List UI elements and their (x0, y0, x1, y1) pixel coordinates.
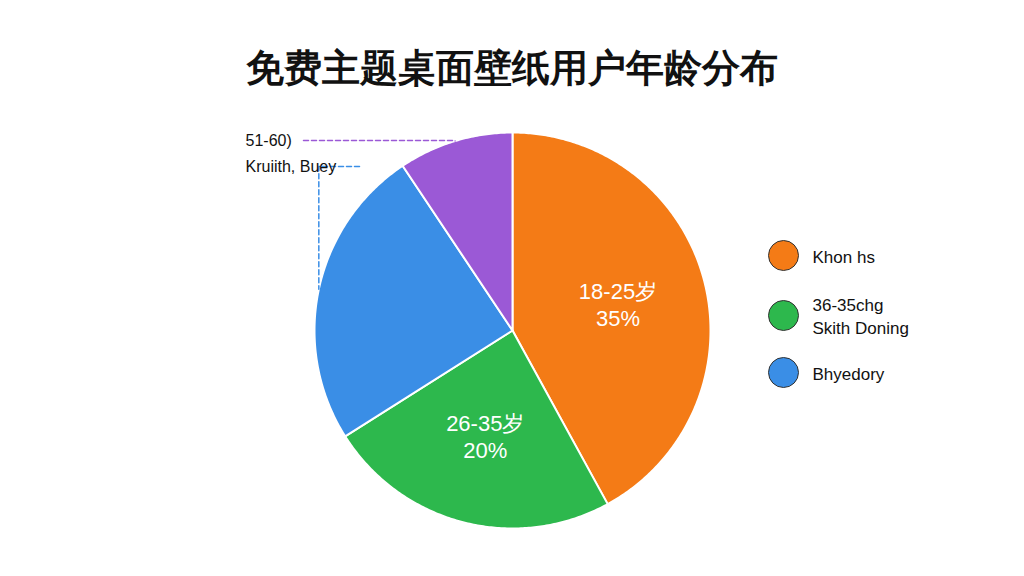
svg-text:26-35岁20%: 26-35岁20% (446, 411, 524, 464)
html-text:免费主题桌面壁纸用户年龄分布: 免费主题桌面壁纸用户年龄分布 (246, 47, 778, 89)
svg-text:18-25岁35%: 18-25岁35% (579, 279, 657, 332)
svg-text:Khon hs: Khon hs (813, 248, 875, 267)
svg-text:Bhyedory: Bhyedory (813, 365, 885, 384)
svg-text:51-60): 51-60) (246, 132, 292, 149)
svg-text:Kruiith, Buey: Kruiith, Buey (246, 158, 337, 175)
svg-text:36-35chgSkith Doning: 36-35chgSkith Doning (813, 296, 909, 338)
